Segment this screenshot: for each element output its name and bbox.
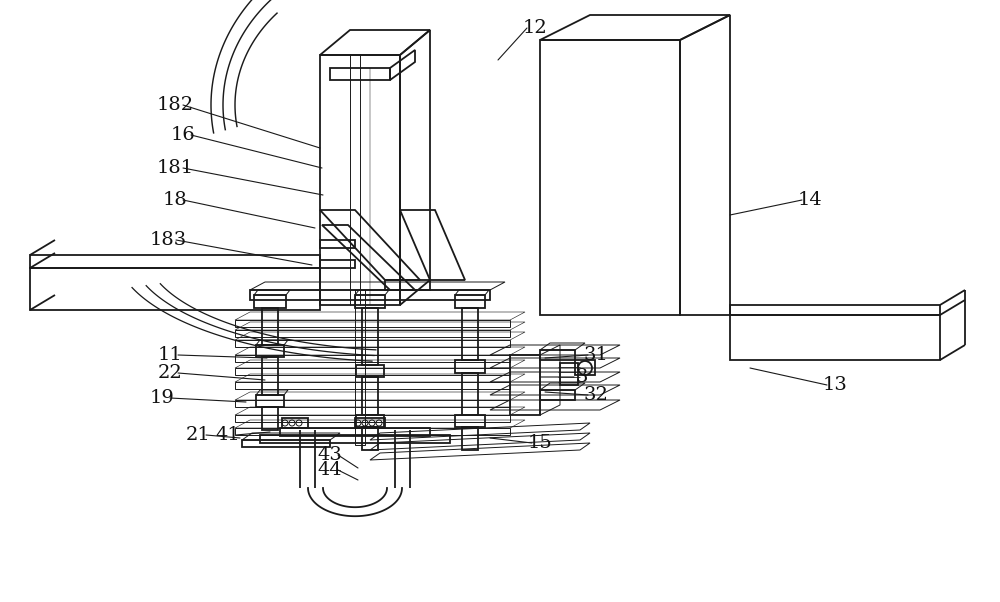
Text: 32: 32 <box>584 386 608 404</box>
Text: 43: 43 <box>318 446 342 464</box>
Text: 44: 44 <box>318 461 342 479</box>
Text: 22: 22 <box>158 364 182 382</box>
Text: 181: 181 <box>156 159 194 177</box>
Text: 183: 183 <box>149 231 187 249</box>
Text: 182: 182 <box>156 96 194 114</box>
Text: 13: 13 <box>823 376 847 394</box>
Text: 14: 14 <box>798 191 822 209</box>
Text: 12: 12 <box>523 19 547 37</box>
Text: 11: 11 <box>158 346 182 364</box>
Text: 19: 19 <box>150 389 174 407</box>
Text: 21: 21 <box>186 426 210 444</box>
Text: 31: 31 <box>584 346 608 364</box>
Text: 16: 16 <box>171 126 195 144</box>
Text: 18: 18 <box>163 191 187 209</box>
Text: 15: 15 <box>528 434 552 452</box>
Text: 41: 41 <box>216 426 240 444</box>
Text: 3: 3 <box>576 368 588 386</box>
